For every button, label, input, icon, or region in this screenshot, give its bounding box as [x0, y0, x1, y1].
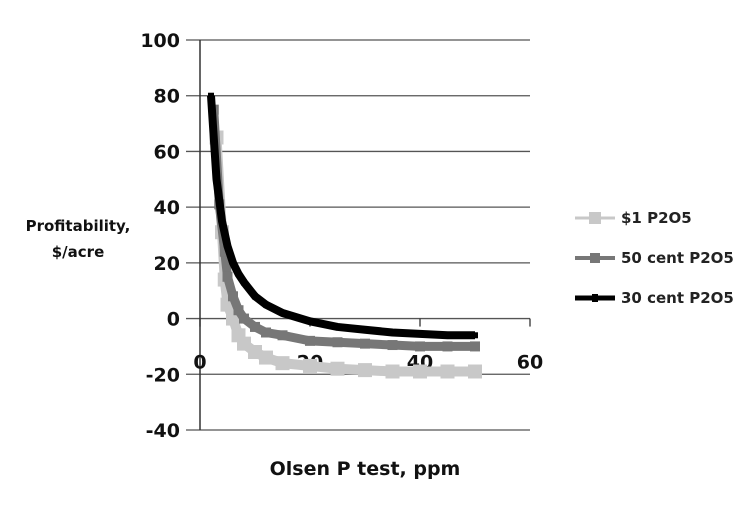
- x-axis-label: Olsen P test, ppm: [269, 458, 461, 480]
- y-tick-label: 100: [140, 30, 180, 52]
- y-tick-label: 60: [154, 141, 180, 163]
- data-point-marker: [208, 92, 214, 99]
- data-point-marker: [360, 338, 370, 349]
- data-point-marker: [213, 176, 220, 183]
- data-point-marker: [261, 327, 271, 338]
- legend-item-1: $1 P2O5: [575, 198, 734, 238]
- data-point-marker: [235, 271, 242, 277]
- data-point-marker: [279, 310, 286, 316]
- legend-marker-black-icon: [575, 294, 615, 302]
- y-axis-label-line1: Profitability,: [25, 217, 131, 235]
- data-point-marker: [277, 330, 288, 341]
- data-point-marker: [233, 305, 244, 316]
- data-point-marker: [330, 361, 345, 376]
- data-point-marker: [263, 301, 269, 308]
- legend-marker-light-gray-icon: [575, 212, 615, 224]
- data-point-marker: [358, 363, 372, 378]
- data-point-marker: [362, 326, 368, 333]
- data-point-marker: [228, 291, 238, 302]
- data-point-marker: [303, 358, 317, 373]
- data-point-marker: [250, 321, 260, 332]
- y-tick-label: -40: [146, 420, 180, 442]
- data-point-marker: [237, 336, 251, 351]
- data-point-marker: [275, 356, 290, 371]
- y-axis-label: Profitability, $/acre: [18, 213, 138, 265]
- data-point-marker: [334, 323, 341, 330]
- data-point-marker: [442, 341, 453, 352]
- data-point-marker: [241, 279, 247, 286]
- data-point-marker: [385, 364, 400, 379]
- data-point-marker: [219, 218, 225, 225]
- legend: $1 P2O5 50 cent P2O5 30 cent P2O5: [575, 198, 734, 318]
- legend-label: 30 cent P2O5: [621, 289, 734, 307]
- data-point-marker: [413, 364, 427, 379]
- data-point-marker: [252, 293, 258, 300]
- series-line: [207, 95, 475, 340]
- series-line: [209, 109, 475, 351]
- data-point-marker: [472, 332, 478, 339]
- y-axis-label-line2: $/acre: [51, 243, 105, 261]
- legend-item-3: 30 cent P2O5: [575, 278, 734, 318]
- legend-marker-medium-gray-icon: [575, 253, 615, 263]
- data-point-marker: [248, 345, 262, 359]
- data-point-marker: [259, 350, 273, 365]
- legend-item-2: 50 cent P2O5: [575, 238, 734, 278]
- x-tick-label: 0: [193, 352, 206, 374]
- data-point-marker: [387, 340, 398, 351]
- data-point-marker: [417, 330, 423, 337]
- data-point-marker: [307, 318, 313, 325]
- data-point-marker: [389, 329, 396, 336]
- y-tick-label: 20: [154, 253, 180, 275]
- data-point-marker: [219, 246, 230, 257]
- data-point-marker: [224, 243, 231, 250]
- y-tick-label: -20: [146, 364, 180, 386]
- data-point-marker: [222, 271, 233, 282]
- data-point-marker: [230, 259, 236, 266]
- data-point-marker: [332, 337, 343, 348]
- legend-label: 50 cent P2O5: [621, 249, 734, 267]
- data-point-marker: [440, 364, 455, 379]
- data-point-marker: [239, 313, 249, 324]
- data-point-marker: [444, 332, 451, 339]
- data-point-marker: [468, 364, 482, 379]
- y-tick-label: 0: [167, 309, 180, 331]
- data-point-marker: [415, 341, 425, 352]
- y-tick-label: 40: [154, 197, 180, 219]
- x-tick-label: 60: [517, 352, 543, 374]
- data-point-marker: [305, 335, 315, 346]
- data-point-marker: [470, 341, 480, 352]
- y-tick-label: 80: [154, 86, 180, 108]
- legend-label: $1 P2O5: [621, 209, 692, 227]
